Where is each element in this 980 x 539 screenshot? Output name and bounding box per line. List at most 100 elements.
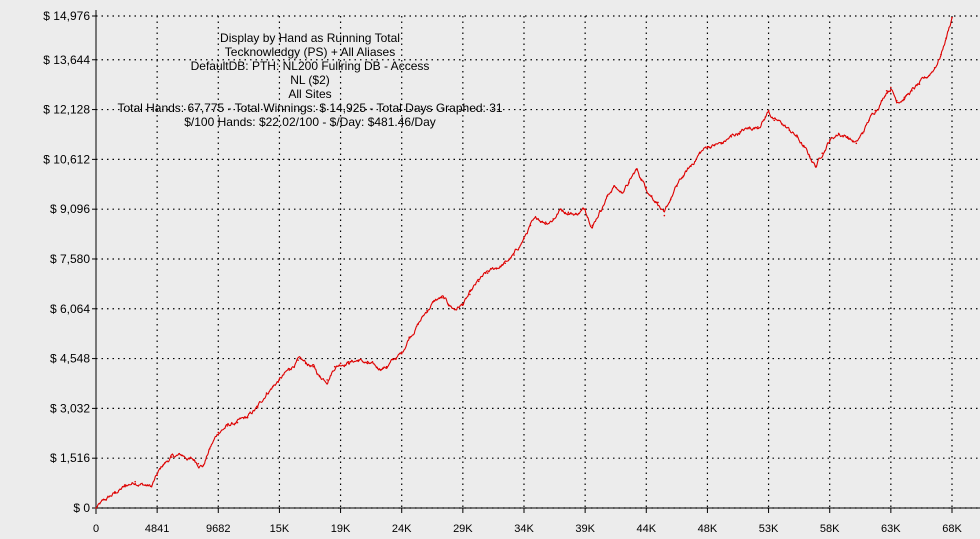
x-tick-label: 0 <box>93 523 99 535</box>
x-tick-label: 48K <box>698 523 718 535</box>
series-point <box>513 254 515 256</box>
series-point <box>477 280 480 283</box>
x-tick-label: 63K <box>881 523 901 535</box>
series-point <box>95 507 97 509</box>
x-tick-label: 4841 <box>145 523 169 535</box>
series-point <box>366 362 369 365</box>
series-point <box>304 362 307 365</box>
series-point <box>757 126 759 128</box>
x-tick-label: 58K <box>820 523 840 535</box>
series-point <box>645 186 648 189</box>
series-point <box>714 144 716 146</box>
series-point <box>504 262 507 265</box>
series-point <box>181 454 183 457</box>
series-point <box>663 214 666 217</box>
series-point <box>951 16 953 19</box>
series-point <box>134 480 136 483</box>
series-point <box>357 359 360 361</box>
series-point <box>676 185 678 187</box>
series-point <box>202 464 205 467</box>
series-point <box>208 448 211 450</box>
series-point <box>599 209 601 212</box>
series-point <box>312 365 315 368</box>
info-line: All Sites <box>288 87 331 101</box>
series-point <box>861 132 864 135</box>
series-point <box>828 139 831 141</box>
series-point <box>236 421 239 424</box>
series-point <box>575 213 577 215</box>
series-point <box>802 145 805 148</box>
axes <box>95 10 980 514</box>
series-point <box>124 485 126 488</box>
series-point <box>523 237 525 240</box>
series-point <box>297 359 299 361</box>
y-tick-label: $ 4,548 <box>50 352 90 366</box>
x-tick-label: 19K <box>331 523 351 535</box>
y-tick-label: $ 12,128 <box>43 103 90 117</box>
x-tick-label: 44K <box>636 523 656 535</box>
x-tick-label: 29K <box>453 523 473 535</box>
series-point <box>846 135 849 138</box>
series-point <box>376 367 379 370</box>
series-point <box>105 498 107 501</box>
y-tick-label: $ 7,580 <box>50 252 90 266</box>
series-point <box>885 89 888 92</box>
info-line: Total Hands: 67,775 - Total Winnings: $ … <box>117 101 502 115</box>
series-point <box>628 181 630 184</box>
series-point <box>278 379 281 381</box>
x-tick-label: 34K <box>514 523 534 535</box>
series-point <box>537 218 539 220</box>
series-point <box>706 145 709 148</box>
series-point <box>940 53 942 56</box>
y-tick-label: $ 3,032 <box>50 401 90 415</box>
series-point <box>486 272 489 274</box>
series-point <box>114 492 116 495</box>
y-tick-label: $ 14,976 <box>43 9 90 23</box>
series-point <box>272 385 274 388</box>
series-point <box>657 201 659 204</box>
grid-lines <box>96 15 980 509</box>
series-point <box>333 365 336 368</box>
series-point <box>698 152 701 154</box>
series-layer <box>95 16 953 509</box>
series-point <box>584 208 586 210</box>
series-point <box>226 425 229 427</box>
series-point <box>567 211 570 214</box>
series-point <box>426 310 428 312</box>
series-point <box>613 185 615 187</box>
series-point <box>690 165 692 168</box>
series-point <box>246 416 249 419</box>
x-tick-label: 9682 <box>206 523 230 535</box>
series-point <box>162 464 164 467</box>
y-tick-label: $ 9,096 <box>50 202 90 216</box>
series-point <box>821 152 824 154</box>
series-point <box>748 127 750 130</box>
series-point <box>635 168 638 171</box>
series-point <box>156 474 158 476</box>
series-point <box>447 303 450 306</box>
series-point <box>193 459 196 462</box>
series-point <box>620 191 623 194</box>
y-tick-label: $ 6,064 <box>50 302 90 316</box>
series-point <box>815 165 817 168</box>
series-point <box>855 142 858 145</box>
series-point <box>385 365 388 368</box>
series-point <box>433 300 436 302</box>
info-line: DefaultDB: PTH: NL200 Fullring DB - Acce… <box>191 59 430 73</box>
x-tick-label: 39K <box>575 523 595 535</box>
series-point <box>730 135 733 138</box>
series-point <box>911 89 913 92</box>
series-point <box>197 462 200 465</box>
x-axis-ticks: 0 4841 9682 15K 19K 24K 29K 34K 39K 44K 48K 53K 58K 6… <box>93 508 962 535</box>
series-point <box>408 336 411 338</box>
series-point <box>417 323 419 325</box>
x-tick-label: 24K <box>392 523 412 535</box>
series-point <box>903 96 906 99</box>
series-point <box>650 195 653 197</box>
series-point <box>640 178 643 181</box>
series-point <box>188 457 191 460</box>
series-point <box>150 485 153 488</box>
y-tick-label: $ 10,612 <box>43 152 90 166</box>
y-tick-label: $ 13,644 <box>43 53 90 67</box>
